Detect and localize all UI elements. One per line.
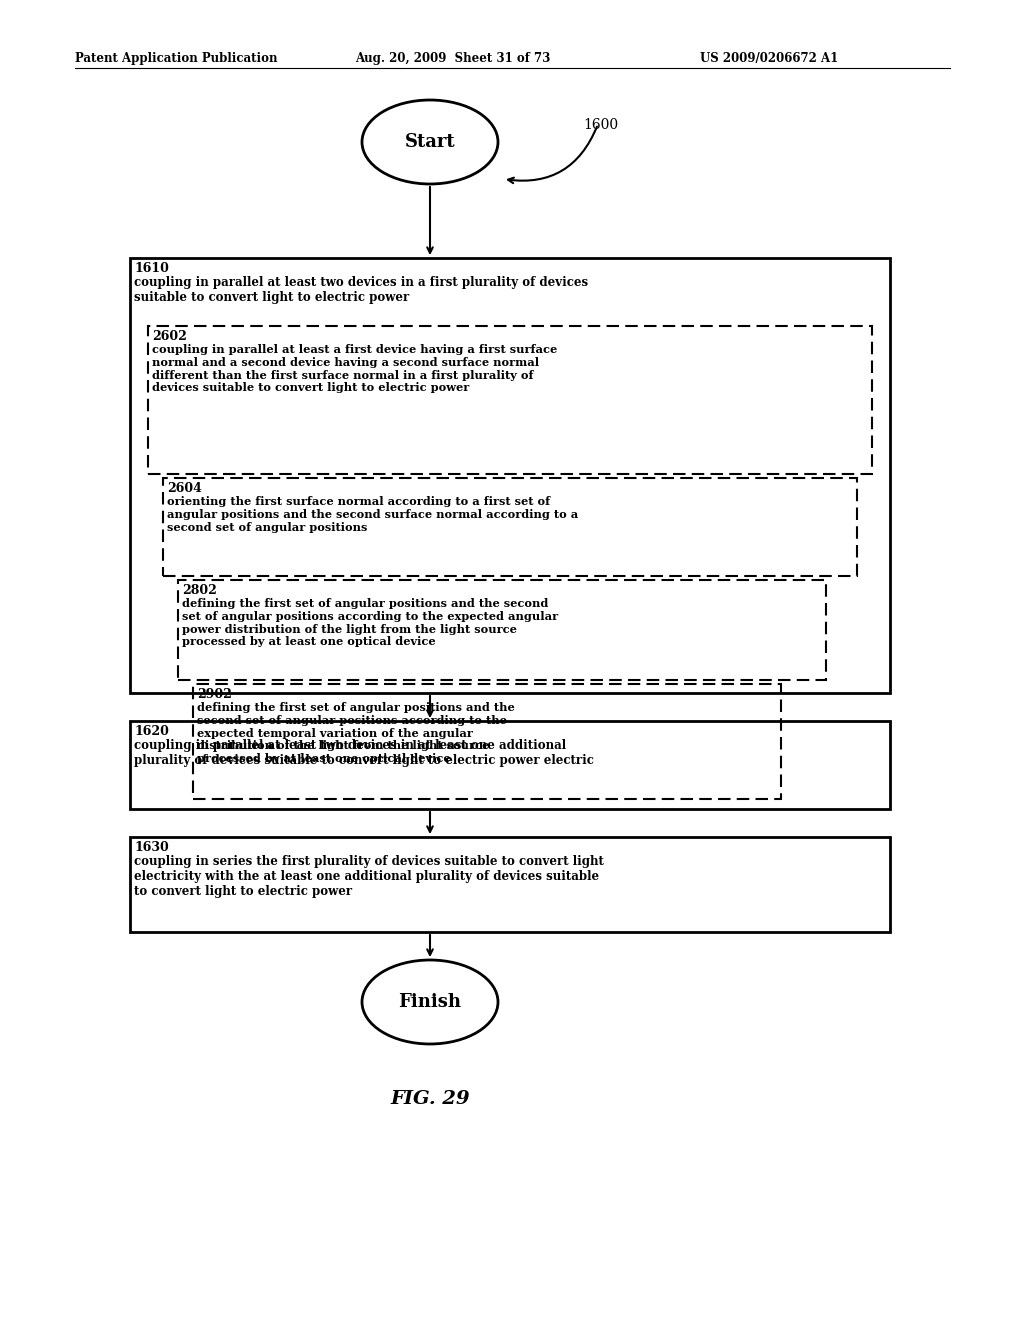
Text: 2902: 2902 [197,688,231,701]
Text: Start: Start [404,133,456,150]
Text: 2802: 2802 [182,583,217,597]
Text: Patent Application Publication: Patent Application Publication [75,51,278,65]
Bar [178,579,826,680]
Bar [130,257,890,693]
Text: coupling in parallel at least a first device having a first surface
normal and a: coupling in parallel at least a first de… [152,345,557,393]
Text: 1630: 1630 [134,841,169,854]
Text: orienting the first surface normal according to a first set of
angular positions: orienting the first surface normal accor… [167,496,579,532]
Text: defining the first set of angular positions and the second
set of angular positi: defining the first set of angular positi… [182,598,558,647]
Text: 1620: 1620 [134,725,169,738]
Text: FIG. 29: FIG. 29 [390,1090,470,1107]
Text: 1610: 1610 [134,261,169,275]
Bar [163,478,857,576]
Text: coupling in series the first plurality of devices suitable to convert light
elec: coupling in series the first plurality o… [134,855,604,898]
Text: 2602: 2602 [152,330,186,343]
Text: Aug. 20, 2009  Sheet 31 of 73: Aug. 20, 2009 Sheet 31 of 73 [355,51,550,65]
Text: coupling in parallel at least two devices in at least one additional
plurality o: coupling in parallel at least two device… [134,739,594,767]
Text: coupling in parallel at least two devices in a first plurality of devices
suitab: coupling in parallel at least two device… [134,276,588,304]
Text: 1600: 1600 [583,117,618,132]
Bar [130,837,890,932]
Bar [148,326,872,474]
Text: US 2009/0206672 A1: US 2009/0206672 A1 [700,51,839,65]
Text: defining the first set of angular positions and the
second set of angular positi: defining the first set of angular positi… [197,702,515,764]
Text: 2604: 2604 [167,482,202,495]
Bar [130,721,890,809]
Text: Finish: Finish [398,993,462,1011]
Bar [193,684,781,799]
